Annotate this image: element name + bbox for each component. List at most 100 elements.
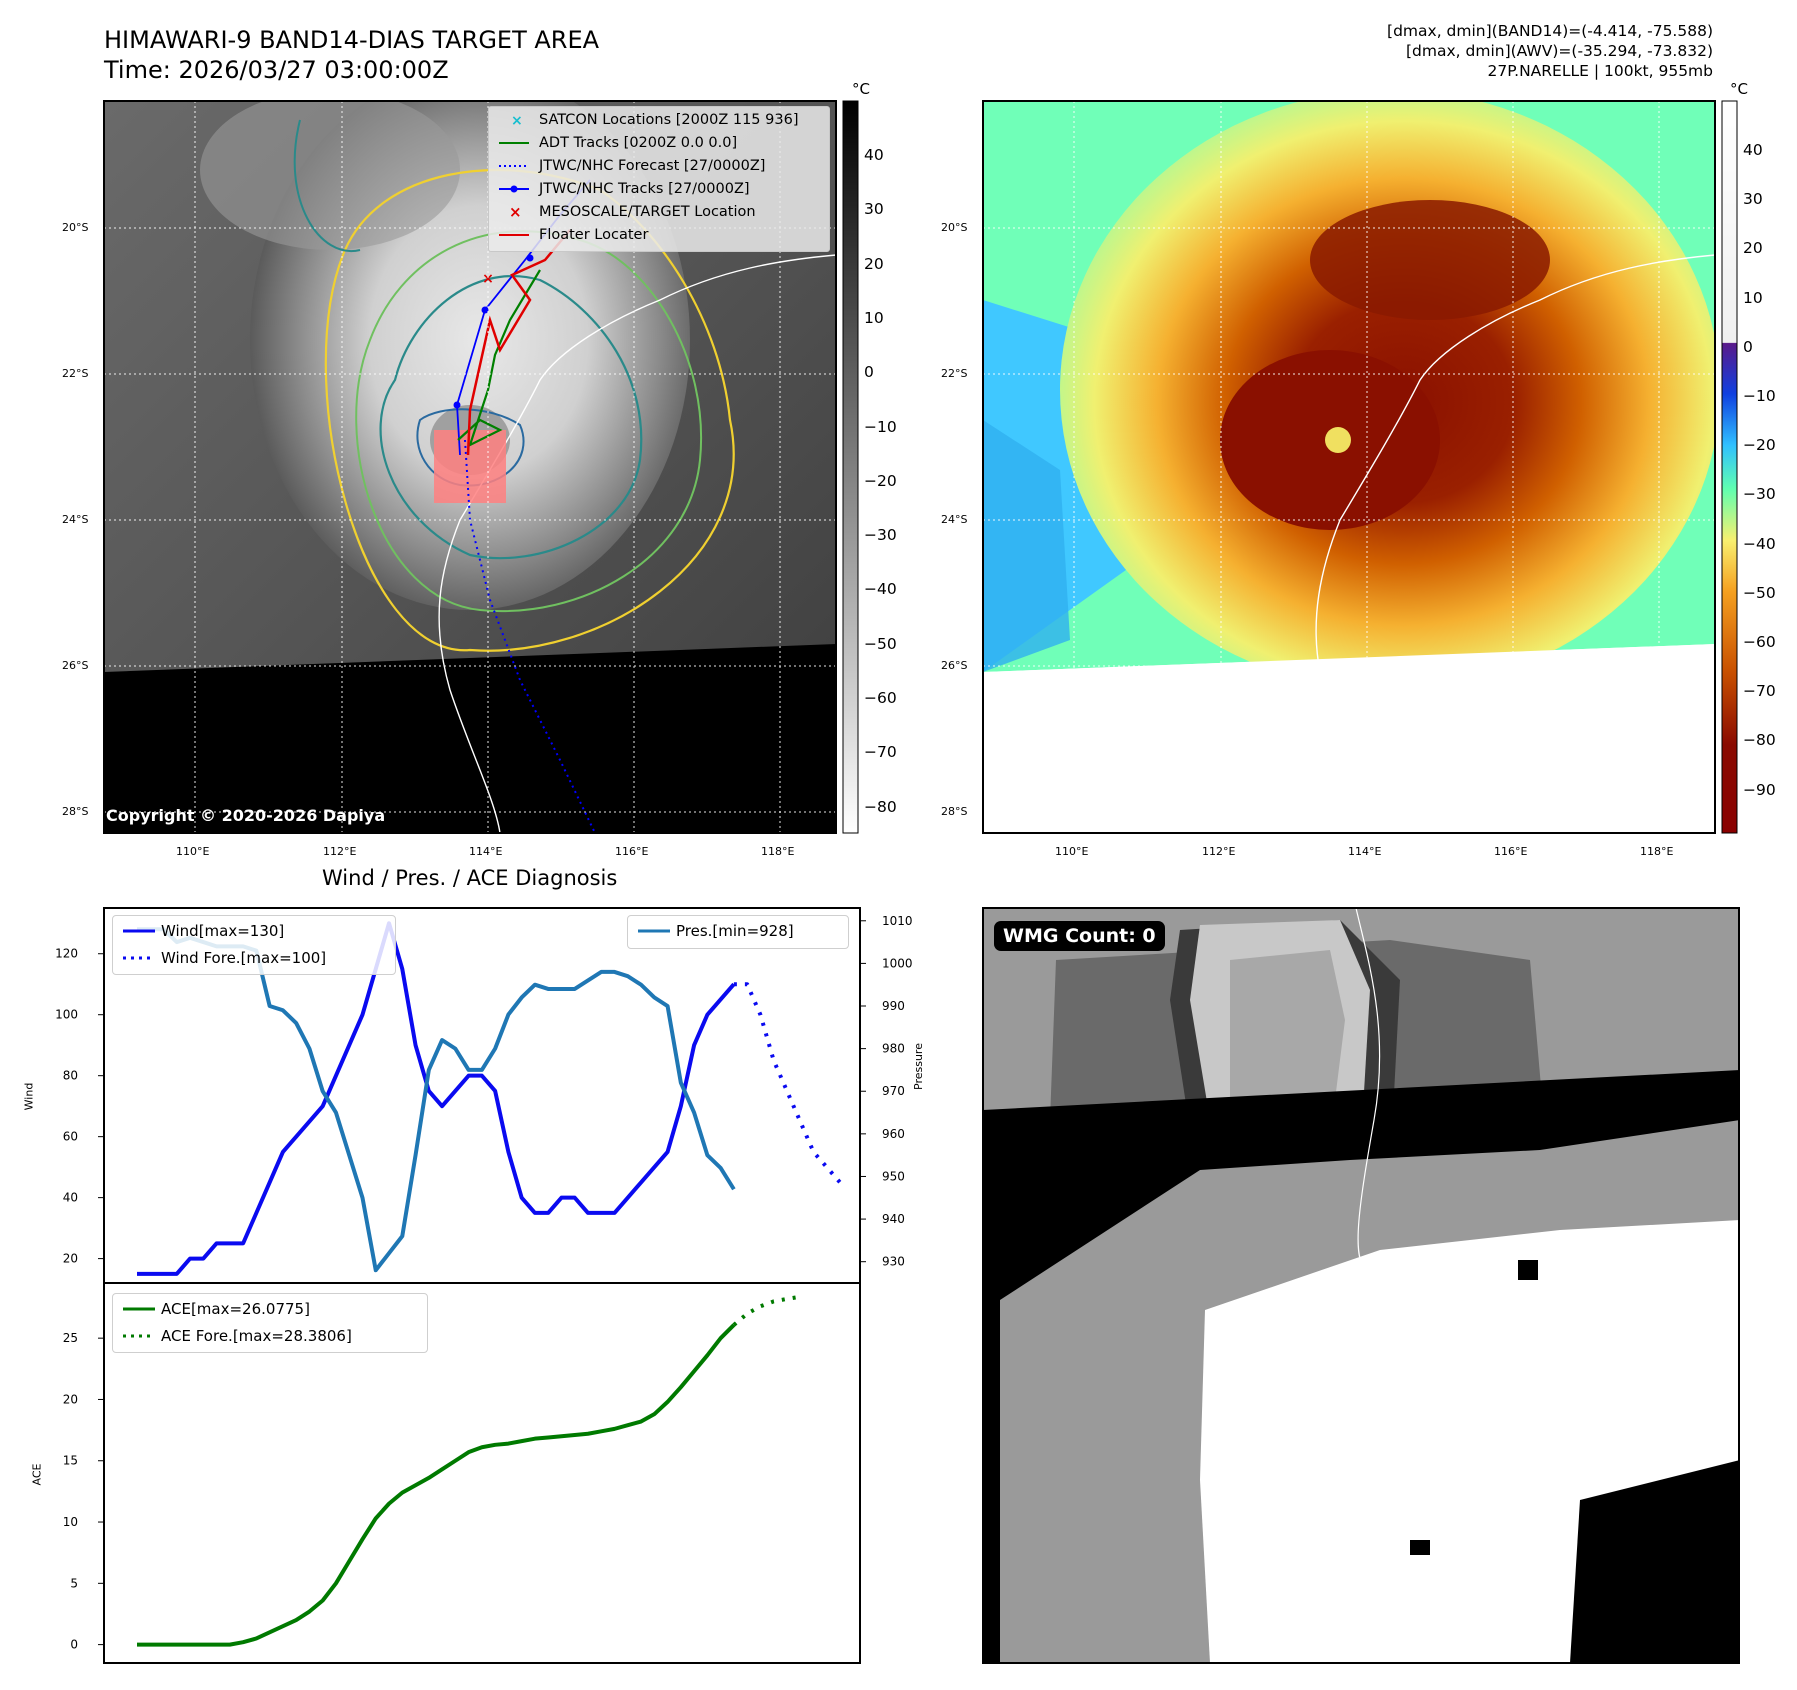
- lon-label: 114°E: [469, 845, 503, 858]
- lat-label: 28°S: [941, 805, 968, 818]
- info-awv-range: [dmax, dmin](AWV)=(-35.294, -73.832): [1406, 42, 1713, 60]
- wind-line-icon: [123, 929, 155, 933]
- wind-tick-label: 120: [55, 947, 78, 961]
- ace-tick-label: 25: [63, 1331, 78, 1345]
- colorbar-tick-label: 40: [864, 146, 884, 164]
- colorbar-tick-label: −10: [864, 417, 897, 436]
- ace-tick-label: 0: [70, 1638, 78, 1652]
- wind-tick-label: 80: [63, 1069, 78, 1083]
- colorbar-tick-label: −70: [1743, 682, 1776, 701]
- ace-fore-dotted-icon: [123, 1334, 155, 1338]
- figure-title: HIMAWARI-9 BAND14-DIAS TARGET AREA: [104, 26, 600, 54]
- map-legend: × SATCON Locations [2000Z 115 936] ADT T…: [488, 106, 830, 252]
- pressure-legend: Pres.[min=928]: [627, 915, 849, 949]
- wind-tick-label: 20: [63, 1252, 78, 1266]
- lon-label: 116°E: [615, 845, 649, 858]
- lat-label: 20°S: [62, 221, 89, 234]
- lat-label: 28°S: [62, 805, 89, 818]
- colorbar-tick-label: 10: [864, 308, 884, 327]
- wind-tick-label: 60: [63, 1130, 78, 1144]
- svg-text:×: ×: [509, 203, 522, 221]
- lon-label: 110°E: [1055, 845, 1089, 858]
- colorbar-tick-label: −80: [1743, 731, 1776, 750]
- pressure-tick-label: 1010: [882, 914, 913, 928]
- colorbar-tick-label: −70: [864, 743, 897, 762]
- ace-legend: ACE[max=26.0775] ACE Fore.[max=28.3806]: [112, 1293, 428, 1353]
- wind-legend: Wind[max=130] Wind Fore.[max=100]: [112, 915, 396, 975]
- colorbar-tick-label: 30: [864, 200, 884, 219]
- pressure-tick-label: 970: [882, 1084, 905, 1098]
- colorbar-tick-label: −10: [1743, 387, 1776, 405]
- colorbar-tick-label: 30: [1743, 190, 1763, 209]
- legend-jtwc-tracks: JTWC/NHC Tracks [27/0000Z]: [495, 178, 750, 200]
- pressure-tick-label: 940: [882, 1212, 905, 1226]
- info-storm: 27P.NARELLE | 100kt, 955mb: [1487, 62, 1714, 80]
- lon-label: 114°E: [1348, 845, 1382, 858]
- colorbar-tick-label: −30: [1743, 485, 1776, 504]
- tracks-line-dot-icon: [499, 185, 529, 193]
- lon-label: 112°E: [323, 845, 357, 858]
- ace-tick-label: 15: [63, 1454, 78, 1468]
- colorbar-tick-label: −80: [864, 797, 897, 816]
- colorbar-tick-label: −20: [1743, 436, 1776, 455]
- satcon-marker-icon: ×: [511, 113, 523, 129]
- legend-adt: ADT Tracks [0200Z 0.0 0.0]: [495, 132, 737, 154]
- lat-label: 26°S: [62, 659, 89, 672]
- colorbar-tick-label: −30: [864, 526, 897, 545]
- lon-label: 110°E: [176, 845, 210, 858]
- colorbar-tick-label: 10: [1743, 288, 1763, 307]
- lat-label: 20°S: [941, 221, 968, 234]
- figure-time: Time: 2026/03/27 03:00:00Z: [104, 56, 449, 84]
- lon-label: 118°E: [761, 845, 795, 858]
- ace-forecast-line: [732, 1294, 801, 1327]
- svg-text:×: ×: [511, 113, 523, 129]
- ace-line: [137, 1323, 736, 1647]
- lon-label: 116°E: [1494, 845, 1528, 858]
- legend-satcon: × SATCON Locations [2000Z 115 936]: [495, 109, 798, 131]
- adt-line-icon: [499, 142, 529, 144]
- pressure-tick-label: 990: [882, 999, 905, 1013]
- colorbar-tick-label: −90: [1743, 780, 1776, 799]
- colorbar1-unit: °C: [852, 80, 870, 98]
- lat-label: 24°S: [62, 513, 89, 526]
- pressure-tick-label: 950: [882, 1169, 905, 1183]
- colorbar-tick-label: −60: [1743, 633, 1776, 651]
- svg-text:×: ×: [482, 271, 494, 287]
- forecast-dotted-icon: [499, 165, 529, 167]
- lon-label: 118°E: [1640, 845, 1674, 858]
- colorbar-tick-label: −20: [864, 471, 897, 490]
- ace-tick-label: 5: [70, 1576, 78, 1590]
- wmg-count-badge: WMG Count: 0: [994, 921, 1165, 951]
- colorbar-tick-label: 0: [864, 363, 874, 382]
- wind-tick-label: 100: [55, 1008, 78, 1022]
- ace-line-icon: [123, 1307, 155, 1311]
- diagnosis-title: Wind / Pres. / ACE Diagnosis: [322, 866, 618, 890]
- pressure-line-icon: [638, 929, 670, 933]
- ace-tick-label: 20: [63, 1392, 78, 1406]
- ace-tick-label: 10: [63, 1515, 78, 1529]
- copyright: Copyright © 2020-2026 Dapiya: [106, 806, 386, 825]
- wind-line: [137, 921, 736, 1276]
- lat-label: 22°S: [941, 367, 968, 380]
- colorbar-tick-label: 20: [864, 254, 884, 273]
- colorbar-tick-label: −40: [864, 580, 897, 599]
- lat-label: 24°S: [941, 513, 968, 526]
- legend-floater: Floater Locater: [495, 224, 648, 246]
- wind-fore-dotted-icon: [123, 956, 155, 960]
- lat-label: 26°S: [941, 659, 968, 672]
- colorbar-tick-label: −50: [864, 634, 897, 653]
- wind-tick-label: 40: [63, 1191, 78, 1205]
- colorbar-tick-label: −40: [1743, 534, 1776, 553]
- lat-label: 22°S: [62, 367, 89, 380]
- legend-mesoscale: × MESOSCALE/TARGET Location: [495, 201, 756, 223]
- colorbar-tick-label: −50: [1743, 583, 1776, 602]
- pressure-tick-label: 980: [882, 1042, 905, 1056]
- pressure-tick-label: 930: [882, 1255, 905, 1269]
- colorbar-tick-label: 20: [1743, 239, 1763, 258]
- lon-label: 112°E: [1202, 845, 1236, 858]
- wind-forecast-line: [733, 982, 842, 1184]
- pressure-tick-label: 1000: [882, 956, 913, 970]
- mesoscale-marker-icon: ×: [509, 203, 522, 221]
